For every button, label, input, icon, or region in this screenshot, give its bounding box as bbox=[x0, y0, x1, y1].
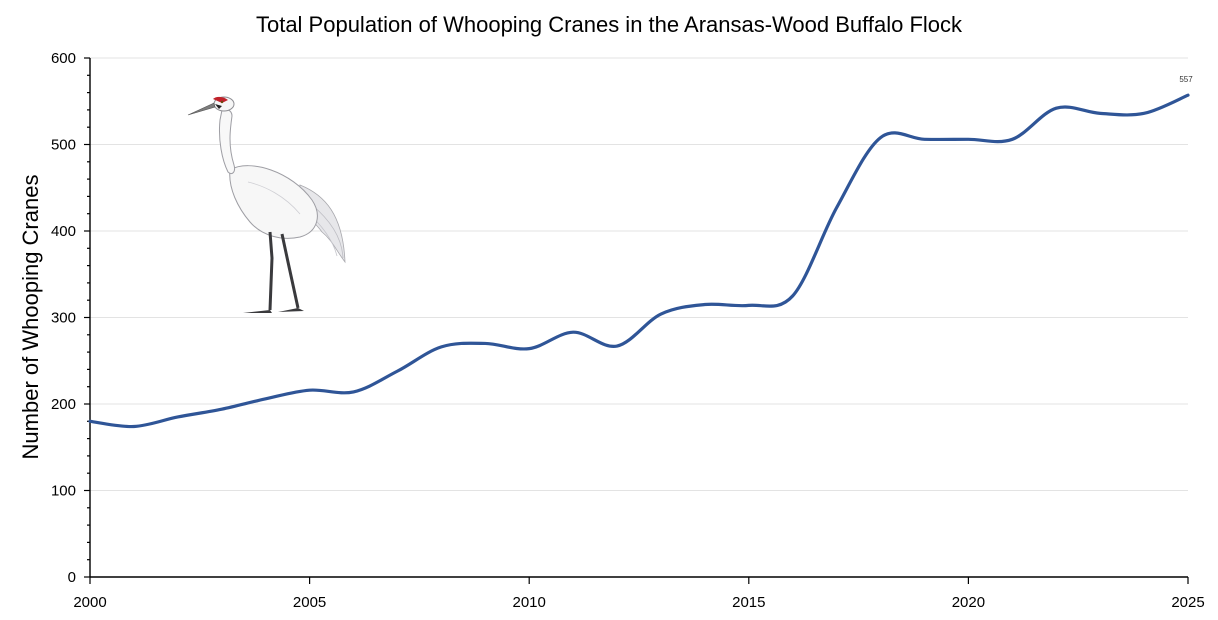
data-point bbox=[1010, 137, 1014, 141]
chart-title: Total Population of Whooping Cranes in t… bbox=[256, 12, 963, 37]
x-tick-label: 2010 bbox=[513, 594, 546, 611]
data-point bbox=[835, 206, 839, 210]
series-line bbox=[88, 93, 1190, 429]
data-point bbox=[483, 341, 487, 345]
x-tick-label: 2025 bbox=[1171, 594, 1204, 611]
data-point bbox=[791, 294, 795, 298]
y-tick-label: 300 bbox=[51, 310, 76, 327]
data-point bbox=[88, 419, 92, 423]
y-axis-ticks: 0 100 200 300 400 500 600 bbox=[51, 50, 90, 586]
data-point bbox=[1142, 111, 1146, 115]
data-point bbox=[1054, 106, 1058, 110]
data-point bbox=[176, 415, 180, 419]
data-point bbox=[747, 303, 751, 307]
y-tick-label: 0 bbox=[68, 569, 76, 586]
y-tick-label: 600 bbox=[51, 50, 76, 67]
x-tick-label: 2000 bbox=[73, 594, 106, 611]
data-point bbox=[395, 369, 399, 373]
data-point bbox=[703, 303, 707, 307]
x-axis-ticks: 2000 2005 2010 2015 2020 2025 bbox=[73, 577, 1205, 611]
y-axis-label: Number of Whooping Cranes bbox=[18, 175, 43, 460]
data-point bbox=[615, 344, 619, 348]
data-point bbox=[571, 330, 575, 334]
data-label: 557 bbox=[1179, 75, 1193, 84]
data-point bbox=[527, 347, 531, 351]
x-tick-label: 2005 bbox=[293, 594, 326, 611]
data-point bbox=[439, 345, 443, 349]
data-point bbox=[966, 137, 970, 141]
x-tick-label: 2015 bbox=[732, 594, 765, 611]
whooping-crane-illustration bbox=[187, 96, 346, 313]
data-point bbox=[220, 407, 224, 411]
x-tick-label: 2020 bbox=[952, 594, 985, 611]
data-point bbox=[308, 388, 312, 392]
data-points bbox=[88, 93, 1190, 428]
data-point bbox=[659, 312, 663, 316]
data-labels: 557 bbox=[1179, 75, 1193, 84]
y-tick-label: 100 bbox=[51, 483, 76, 500]
y-tick-label: 500 bbox=[51, 137, 76, 154]
gridlines bbox=[90, 57, 1188, 491]
data-point bbox=[1098, 111, 1102, 115]
data-point bbox=[132, 424, 136, 428]
data-point bbox=[922, 137, 926, 141]
data-point bbox=[264, 397, 268, 401]
data-point bbox=[879, 136, 883, 140]
y-tick-label: 200 bbox=[51, 396, 76, 413]
data-point bbox=[1186, 93, 1190, 97]
y-tick-label: 400 bbox=[51, 223, 76, 240]
data-point bbox=[352, 390, 356, 394]
